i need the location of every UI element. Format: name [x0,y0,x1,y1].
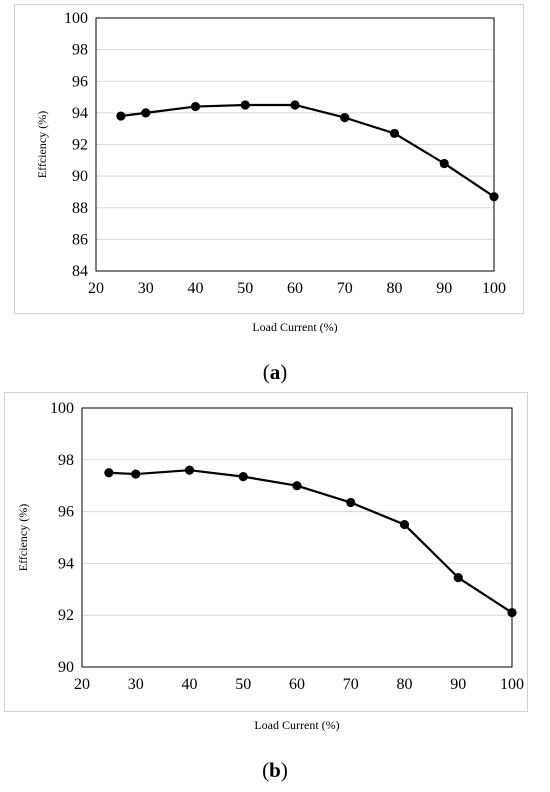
caption-b-open: ( [262,758,270,782]
chart-a-xtick-label: 20 [88,280,104,297]
chart-b-data-point [131,469,141,479]
chart-b-ytick-label: 98 [58,452,74,469]
chart-b-data-point [104,468,114,478]
chart-b-ytick-label: 92 [58,607,74,624]
chart-a-xtick-label: 40 [188,280,204,297]
chart-a-plot-area [95,17,495,272]
chart-b-data-point [184,465,195,475]
chart-a-xtick-label: 30 [138,280,154,297]
chart-a-series-line [120,103,495,198]
caption-b: (b) [0,758,550,783]
chart-a-data-point [141,108,151,118]
chart-b-xtick-label: 30 [128,676,144,693]
chart-b-xtick-label: 100 [500,676,524,693]
chart-a-ytick-label: 100 [64,10,88,27]
chart-b: 90 92 94 96 98 100 20 30 40 50 60 70 80 90 100 Load Cur… [16,400,524,732]
chart-b-xtick-label: 60 [289,676,305,693]
chart-a-data-point [389,128,400,139]
caption-a-open: ( [262,360,270,384]
chart-b-ytick-label: 94 [58,555,74,572]
chart-b-ytick-label: 100 [50,400,74,417]
chart-a-ytick-label: 94 [72,105,88,122]
chart-a-xtick-label: 60 [287,280,303,297]
chart-b-ytick-label: 90 [58,659,74,676]
caption-a: (a) [0,360,550,385]
caption-b-close: ) [280,758,288,782]
chart-a-data-point [190,101,201,112]
chart-b-data-point [399,519,410,530]
chart-b-data-point [346,497,356,508]
chart-b-data-point [238,472,248,482]
chart-a-ytick-label: 96 [72,73,88,90]
chart-a-frame: 84 86 88 90 92 94 96 98 100 20 30 40 50 60 70 80 90 100 Lo… [14,4,524,334]
chart-b-plot-area [81,407,513,668]
chart-b-xtick-label: 20 [74,676,90,693]
chart-a-yaxis-label: Effciency (%) [35,111,49,178]
chart-a-xtick-label: 50 [237,280,253,297]
chart-b-xtick-label: 50 [235,676,251,693]
chart-a-xtick-label: 80 [387,280,403,297]
chart-b-yaxis-label: Effciency (%) [16,504,30,571]
chart-a-data-point [489,192,499,202]
chart-a-xtick-label: 70 [337,280,353,297]
chart-b-xtick-label: 70 [343,676,359,693]
caption-a-letter: a [269,360,281,384]
chart-a-xtick-label: 100 [482,280,506,297]
chart-b-frame: 90 92 94 96 98 100 20 30 40 50 60 70 80 90 100 Load Cur… [4,392,528,732]
chart-a-xtick-label: 90 [436,280,452,297]
chart-b-data-point [453,573,463,583]
caption-b-letter: b [269,758,281,782]
chart-a-data-point [340,113,350,123]
chart-b-data-point [507,608,517,618]
chart-a-xaxis-label: Load Current (%) [252,320,337,334]
caption-a-close: ) [280,360,288,384]
chart-a: 84 86 88 90 92 94 96 98 100 20 30 40 50 60 70 80 90 100 Lo… [35,10,506,334]
chart-b-data-point [292,481,302,491]
chart-b-xtick-label: 80 [397,676,413,693]
chart-a-ytick-label: 92 [72,137,88,154]
chart-b-series-line [108,469,513,614]
chart-a-data-point [290,100,300,110]
chart-a-ytick-label: 98 [72,42,88,59]
chart-b-xtick-label: 40 [182,676,198,693]
chart-a-ytick-label: 90 [72,168,88,185]
chart-a-data-point [116,111,126,121]
chart-a-ytick-label: 88 [72,200,88,217]
chart-b-ytick-label: 96 [58,504,74,521]
chart-a-ytick-label: 86 [72,231,88,248]
chart-b-xaxis-label: Load Current (%) [254,718,339,732]
chart-a-ytick-label: 84 [72,263,88,280]
chart-a-data-point [439,158,449,169]
chart-b-xtick-label: 90 [450,676,466,693]
chart-a-data-point [240,100,250,110]
